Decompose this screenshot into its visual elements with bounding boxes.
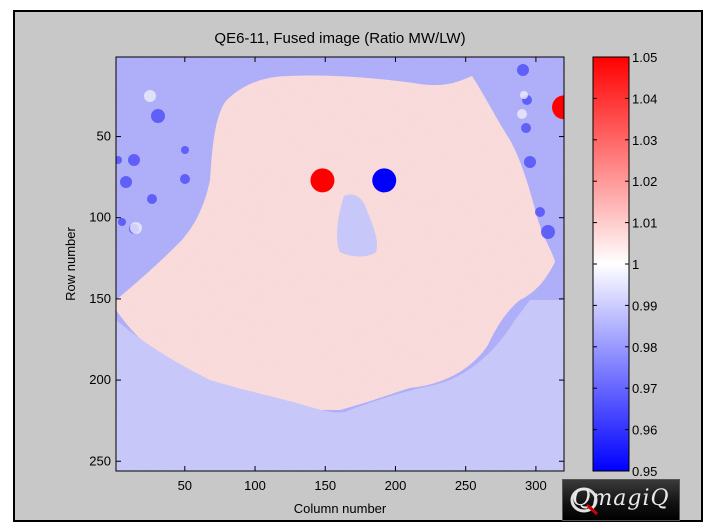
background-spots: [116, 64, 555, 239]
background-spot: [128, 154, 140, 166]
chart-title: QE6-11, Fused image (Ratio MW/LW): [214, 30, 465, 47]
colorbar-tick-label: 0.99: [632, 298, 657, 313]
y-tick-label: 200: [89, 372, 111, 387]
background-spot: [116, 156, 122, 164]
background-spot-light: [130, 222, 142, 234]
background-spot: [517, 64, 529, 76]
heatmap-image: [116, 57, 564, 471]
x-axis-label: Column number: [294, 501, 387, 516]
background-spot: [541, 225, 555, 239]
background-spot-light: [517, 109, 527, 119]
x-tick-label: 100: [244, 478, 266, 493]
y-axis-label: Row number: [63, 226, 78, 300]
y-tick-label: 150: [89, 291, 111, 306]
logo-swoosh-icon: [570, 487, 599, 515]
background-spot: [180, 174, 190, 184]
x-tick-label: 250: [455, 478, 477, 493]
background-spot-light: [520, 91, 528, 99]
x-tick-label: 150: [314, 478, 336, 493]
background-spot: [521, 123, 531, 133]
y-tick-label: 250: [89, 453, 111, 468]
colorbar-tick-label: 0.96: [632, 423, 657, 438]
colorbar-tick-label: 1.02: [632, 174, 657, 189]
x-tick-label: 300: [525, 478, 547, 493]
y-tick-label: 100: [89, 210, 111, 225]
reference-marker: [372, 168, 397, 193]
background-spot: [535, 207, 545, 217]
reference-marker: [310, 168, 335, 193]
background-spot: [524, 156, 536, 168]
colorbar-tick-label: 1.04: [632, 91, 657, 106]
reference-marker: [552, 95, 564, 120]
background-spot: [147, 194, 157, 204]
x-tick-label: 200: [385, 478, 407, 493]
colorbar-tick-label: 0.98: [632, 340, 657, 355]
colorbar: [592, 56, 630, 472]
qmagiq-logo: QmagiQ: [562, 479, 680, 521]
background-spot-light: [144, 90, 156, 102]
background-spot: [120, 176, 132, 188]
colorbar-tick-label: 1.03: [632, 133, 657, 148]
shirt-region: [116, 300, 564, 471]
colorbar-tick-label: 1.01: [632, 216, 657, 231]
nose-region: [337, 194, 378, 257]
colorbar-tick-label: 1.05: [632, 50, 657, 65]
logo-text: QmagiQ: [572, 486, 670, 511]
colorbar-tick-label: 0.95: [632, 464, 657, 479]
plot-frame: [115, 56, 565, 472]
colorbar-tick-label: 1: [632, 257, 639, 272]
colorbar-tick-label: 0.97: [632, 381, 657, 396]
background-spot: [151, 109, 165, 123]
background-spot: [181, 146, 189, 154]
background-spot: [118, 218, 126, 226]
x-tick-label: 50: [178, 478, 192, 493]
y-tick-label: 50: [97, 129, 111, 144]
subject-region: [116, 75, 555, 411]
